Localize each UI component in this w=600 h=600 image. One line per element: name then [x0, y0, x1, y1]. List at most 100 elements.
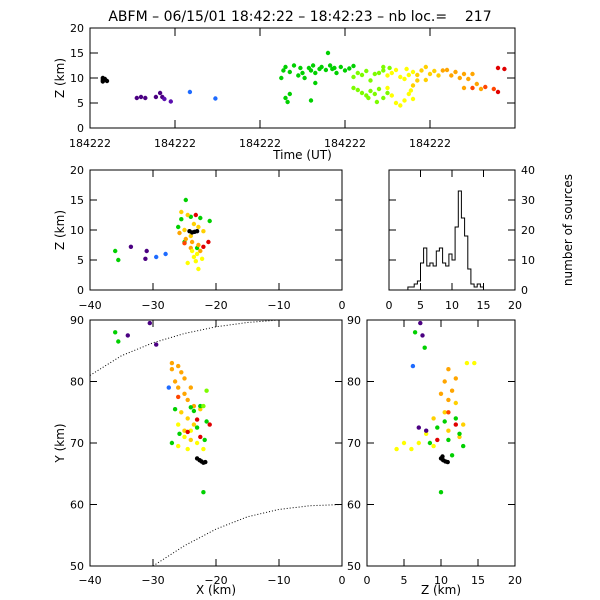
- z-y-point: [435, 425, 440, 430]
- time-height-point: [366, 95, 371, 101]
- z-y-point: [453, 422, 458, 427]
- time-height-point: [281, 68, 286, 73]
- time-height-point: [483, 84, 488, 90]
- time-height-point: [296, 73, 301, 78]
- time-height-point: [355, 70, 360, 76]
- title-count-label: nb loc.=: [389, 9, 448, 25]
- plan-view-point: [182, 434, 187, 440]
- z-y-point: [457, 434, 462, 440]
- time-height-point: [385, 90, 390, 96]
- z-y-point: [416, 425, 421, 430]
- time-height-point: [213, 96, 218, 101]
- time-height-point: [153, 94, 159, 100]
- z-y-point: [438, 391, 444, 396]
- time-height-point: [427, 71, 433, 77]
- z-histogram-bar: [458, 191, 461, 290]
- time-height-point: [381, 68, 386, 73]
- plan-view-xtick-label: −20: [204, 574, 227, 587]
- z-histogram-bar: [465, 236, 468, 290]
- z-y-ytick-label: 80: [347, 376, 361, 389]
- z-histogram-bar: [427, 266, 430, 290]
- time-height-point: [162, 96, 167, 102]
- x-height-point: [185, 260, 190, 266]
- time-height-point: [466, 76, 471, 82]
- time-height-point: [351, 85, 356, 91]
- z-histogram-bar: [430, 263, 433, 290]
- plan-view-point: [201, 490, 206, 495]
- time-height-point: [402, 98, 407, 103]
- x-height-point: [128, 244, 134, 249]
- plan-view-ytick-label: 60: [70, 499, 84, 512]
- time-height-point: [310, 63, 316, 68]
- z-y-xtick-label: 15: [471, 574, 485, 587]
- time-height-point: [313, 80, 318, 86]
- time-height-point: [313, 70, 318, 76]
- z-y-point: [442, 410, 447, 415]
- time-height-point: [495, 65, 501, 71]
- x-height-point: [185, 212, 190, 218]
- plan-view-point: [177, 431, 182, 436]
- x-height-point: [198, 215, 203, 221]
- z-y-point: [461, 422, 466, 427]
- time-height-point: [440, 68, 445, 73]
- time-height-point: [491, 86, 496, 92]
- z-histogram-bar: [414, 284, 417, 290]
- z-y-point: [435, 437, 440, 443]
- x-height-point: [193, 259, 198, 264]
- plan-view-point: [113, 330, 118, 335]
- plan-view-point: [207, 422, 212, 427]
- time-height-point: [302, 75, 307, 81]
- time-height-point: [287, 69, 292, 75]
- time-height-point: [323, 67, 329, 73]
- z-histogram-bar: [436, 251, 439, 290]
- x-height-ytick-label: 5: [77, 254, 84, 267]
- time-height-point: [372, 91, 377, 97]
- time-height-point: [453, 69, 458, 75]
- z-histogram-bar: [424, 248, 427, 290]
- x-height-xtick-label: −40: [78, 299, 101, 312]
- z-y-point: [420, 333, 425, 338]
- time-height-point: [410, 69, 416, 75]
- z-y-ytick-label: 60: [347, 499, 361, 512]
- time-height-point: [332, 65, 337, 71]
- time-height-point: [461, 85, 467, 91]
- plan-view-ytick-label: 50: [70, 560, 84, 573]
- plan-view-point: [185, 446, 190, 452]
- z-histogram-xtick-label: 0: [386, 299, 393, 312]
- z-y-xtick-label: 20: [508, 574, 522, 587]
- z-histogram-ytick-label: 0: [521, 284, 528, 297]
- plan-view-point: [204, 419, 209, 424]
- time-height-point: [291, 63, 297, 68]
- z-histogram-bar: [477, 284, 480, 290]
- plan-view-point: [185, 397, 190, 403]
- x-height-point: [199, 256, 205, 261]
- time-height-ytick-label: 5: [77, 97, 84, 110]
- time-height-point: [393, 67, 399, 73]
- x-height-ytick-label: 0: [77, 284, 84, 297]
- time-height-point: [372, 71, 377, 77]
- plan-view-point: [198, 407, 203, 412]
- z-histogram-bar: [443, 263, 446, 290]
- z-y-point: [416, 440, 421, 446]
- z-histogram-histogram-line: [389, 190, 515, 291]
- plan-view-xtick-label: 0: [339, 574, 346, 587]
- time-height-point: [461, 71, 467, 77]
- z-histogram-bar: [421, 263, 424, 290]
- time-height-point: [138, 94, 144, 100]
- time-height-panel: 184222 184222 184222 184222 184222 0 5 10 15 20 Ti…: [53, 22, 516, 162]
- z-histogram-bar: [411, 287, 414, 290]
- z-histogram-bar: [408, 287, 411, 290]
- plan-view-point: [179, 410, 184, 415]
- time-height-point: [285, 99, 290, 105]
- time-height-point: [342, 68, 348, 73]
- z-y-point: [412, 330, 418, 335]
- plan-view-frame: [89, 319, 343, 567]
- time-height-point: [457, 75, 462, 81]
- z-y-xtick-label: 10: [434, 574, 448, 587]
- time-height-point: [398, 103, 403, 108]
- z-histogram-xtick-label: 15: [477, 299, 491, 312]
- z-y-ytick-label: 90: [347, 314, 361, 327]
- time-height-point: [474, 81, 479, 87]
- time-height-point: [408, 88, 414, 93]
- time-height-xtick-label: 184222: [69, 137, 111, 150]
